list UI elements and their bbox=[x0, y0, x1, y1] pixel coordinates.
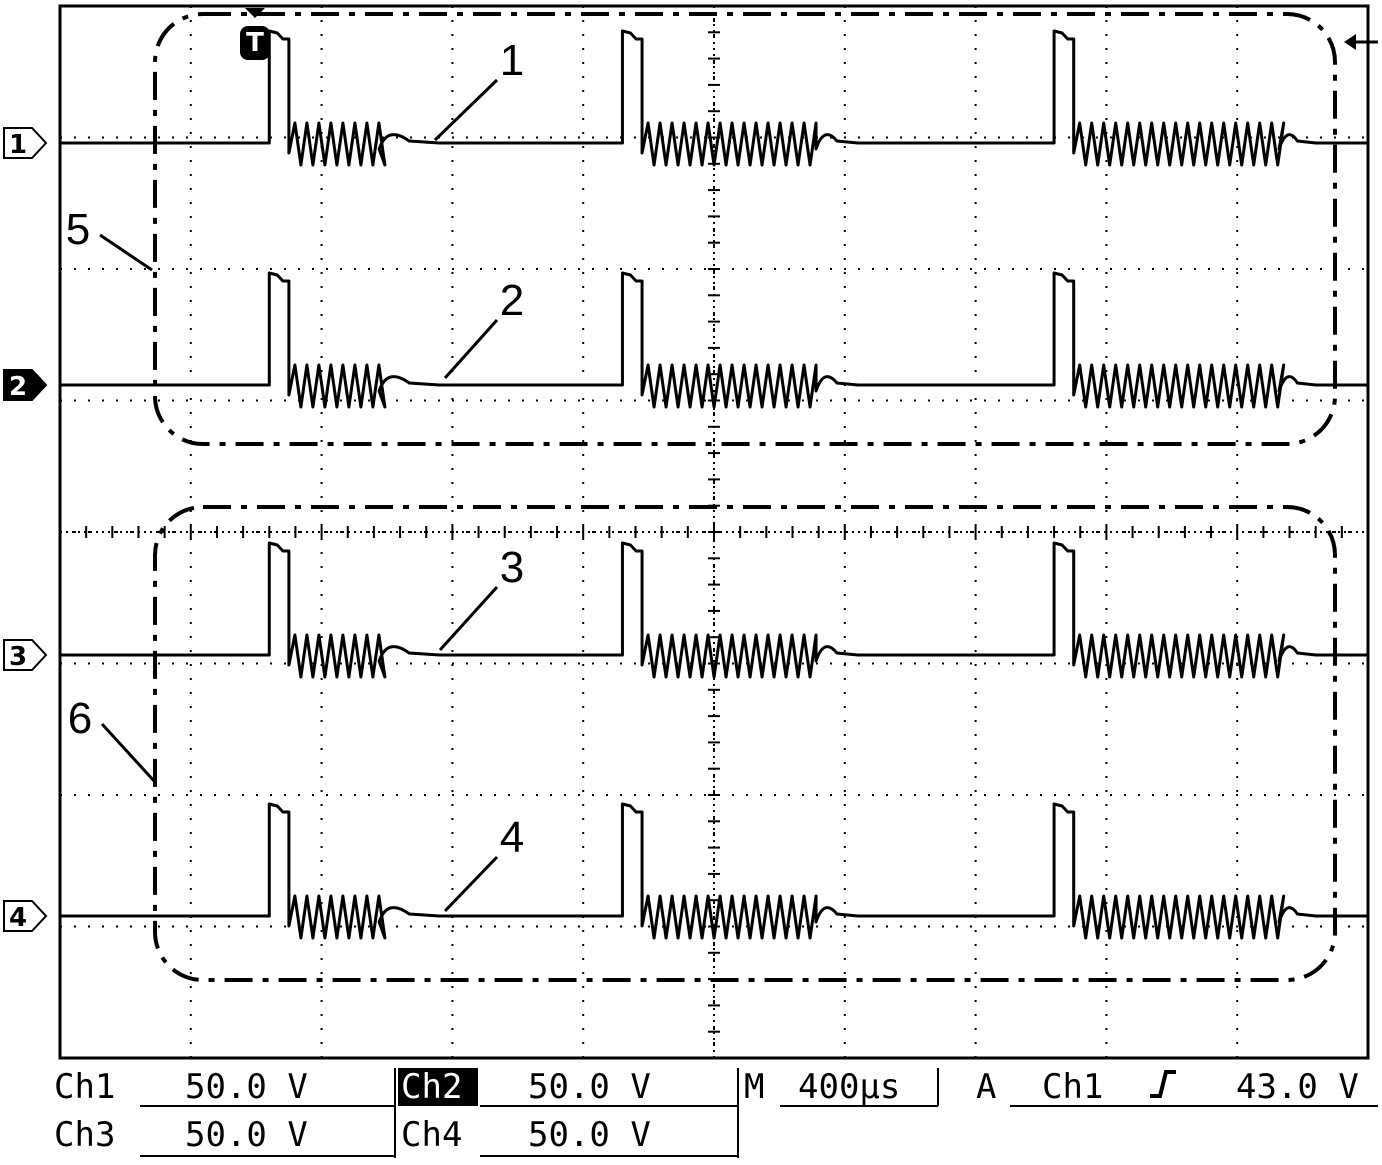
channel-ref-label: 4 bbox=[9, 903, 27, 933]
trigger-level-marker bbox=[1344, 34, 1378, 50]
channel-ref-marker bbox=[3, 127, 48, 159]
trigger-marker-label: T bbox=[246, 28, 264, 58]
trigger-mode: A bbox=[976, 1067, 996, 1107]
annotation-label: 3 bbox=[500, 543, 524, 592]
ch2-name: Ch2 bbox=[401, 1067, 462, 1107]
annotation-leader bbox=[443, 855, 499, 913]
trace-ch3 bbox=[60, 541, 1368, 679]
ch4-name: Ch4 bbox=[401, 1115, 462, 1155]
timebase-label: M bbox=[744, 1067, 764, 1107]
annotation-label: 5 bbox=[66, 205, 90, 254]
graticule-grid bbox=[58, 4, 1370, 1060]
ch4-scale: 50.0 V bbox=[528, 1115, 651, 1155]
trace-ch1 bbox=[60, 29, 1368, 167]
annotation-leader bbox=[443, 318, 499, 380]
channel-ref-marker bbox=[3, 369, 48, 401]
annotation-label: 4 bbox=[500, 813, 524, 862]
annotation-leader bbox=[438, 585, 499, 652]
trigger-level: 43.0 V bbox=[1236, 1067, 1359, 1107]
channel-ref-label: 2 bbox=[9, 372, 27, 402]
annotation-leader bbox=[99, 233, 153, 272]
channel-ref-marker bbox=[3, 639, 48, 671]
rising-edge-icon bbox=[1150, 1070, 1176, 1098]
annotation-label: 6 bbox=[68, 694, 92, 743]
group-box-5 bbox=[153, 12, 1337, 446]
channel-ref-label: 3 bbox=[9, 642, 27, 672]
waveform-traces bbox=[60, 29, 1368, 940]
annotation-label: 2 bbox=[500, 276, 524, 325]
trace-ch4 bbox=[60, 802, 1368, 940]
trace-ch2 bbox=[60, 271, 1368, 409]
group-box-6 bbox=[153, 505, 1337, 982]
group-boxes bbox=[153, 12, 1337, 982]
ch2-scale: 50.0 V bbox=[528, 1067, 651, 1107]
annotation-labels: 1 2 3 4 5 6 bbox=[66, 36, 524, 913]
annotation-leader bbox=[433, 78, 499, 142]
ch3-name: Ch3 bbox=[54, 1115, 115, 1155]
readout-bar: Ch1 50.0 V Ch2 50.0 V M 400µs A Ch1 43.0… bbox=[54, 1067, 1378, 1158]
annotation-leader bbox=[100, 722, 157, 784]
channel-ref-label: 1 bbox=[9, 130, 27, 160]
channel-markers: 1 2 3 4 bbox=[3, 127, 48, 933]
ch1-scale: 50.0 V bbox=[185, 1067, 308, 1107]
channel-ref-marker bbox=[3, 900, 48, 932]
ch3-scale: 50.0 V bbox=[185, 1115, 308, 1155]
annotation-label: 1 bbox=[500, 36, 524, 85]
trigger-position-marker: T bbox=[240, 8, 270, 60]
ch1-name: Ch1 bbox=[54, 1067, 115, 1107]
timebase-value: 400µs bbox=[798, 1067, 900, 1107]
trigger-source: Ch1 bbox=[1042, 1067, 1103, 1107]
